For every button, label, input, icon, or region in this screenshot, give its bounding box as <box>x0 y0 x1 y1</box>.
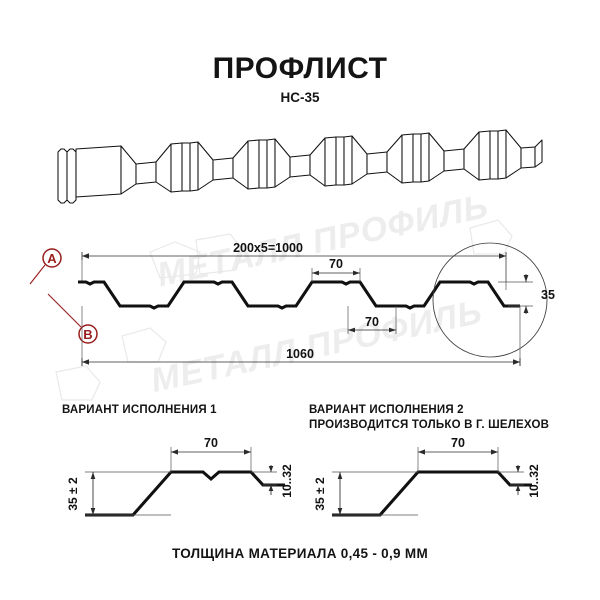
variant-1-width-label: 70 <box>204 436 218 450</box>
profile-outline <box>78 280 520 310</box>
extension-lines-top <box>81 256 507 290</box>
variant-1-title: ВАРИАНТ ИСПОЛНЕНИЯ 1 <box>62 404 217 416</box>
dimension-height-label: 35 <box>541 288 555 302</box>
dimension-crest-label: 70 <box>329 257 343 271</box>
dimension-bottom: 1060 <box>81 347 521 366</box>
overall-extension-lines <box>81 256 521 366</box>
dimension-bottom-label: 1060 <box>286 347 314 361</box>
dimension-top: 200x5=1000 <box>81 241 507 260</box>
variant-1-dimension-width: 70 <box>170 436 252 472</box>
variant-2-dimension-width: 70 <box>417 436 499 472</box>
variant-1-dimension-height: 35 ± 2 <box>66 471 171 516</box>
variant-2-dimension-height: 35 ± 2 <box>313 471 418 516</box>
variant-2-height-label: 35 ± 2 <box>313 477 327 511</box>
dimension-crest-width: 70 <box>311 257 361 282</box>
callout-b: B <box>47 293 98 344</box>
dimension-valley-width: 70 <box>347 306 397 334</box>
variant-1-height-label: 35 ± 2 <box>66 477 80 511</box>
page-title: ПРОФЛИСТ <box>212 52 388 85</box>
watermark: МЕТАЛЛ ПРОФИЛЬ МЕТАЛЛ ПРОФИЛЬ <box>55 190 513 401</box>
variant-2-width-label: 70 <box>451 436 465 450</box>
callout-a-label: A <box>47 251 57 266</box>
iso-corrugation-body <box>57 129 543 204</box>
dimension-top-label: 200x5=1000 <box>233 241 303 255</box>
variant-2-title: ВАРИАНТ ИСПОЛНЕНИЯ 2 <box>309 404 464 416</box>
variant-2-profile <box>332 470 532 517</box>
isometric-profile-view <box>57 129 543 204</box>
variant-2-dimension-flange: 10..32 <box>498 464 541 498</box>
cross-section-view: 200x5=1000 A B 70 <box>29 241 555 366</box>
watermark-logo-marks <box>55 219 513 401</box>
callout-b-label: B <box>83 327 92 342</box>
dimension-valley-label: 70 <box>365 315 379 329</box>
variant-2-detail: 70 10..32 35 ± 2 <box>313 436 541 517</box>
variant-1-detail: 70 10..32 35 ± 2 <box>66 436 294 517</box>
detail-circle <box>432 242 548 358</box>
footer-thickness-note: ТОЛЩИНА МАТЕРИАЛА 0,45 - 0,9 ММ <box>171 546 428 561</box>
variant-1-dimension-flange: 10..32 <box>251 464 294 498</box>
variant-1-profile <box>85 470 285 517</box>
variant-1-flange-label: 10..32 <box>280 464 294 498</box>
variant-2-flange-label: 10..32 <box>527 464 541 498</box>
callout-a: A <box>29 248 62 285</box>
variant-2-subtitle: ПРОИЗВОДИТСЯ ТОЛЬКО В Г. ШЕЛЕХОВ <box>309 419 550 431</box>
dimension-height: 35 <box>498 274 555 314</box>
page-subtitle: НС-35 <box>280 90 320 105</box>
